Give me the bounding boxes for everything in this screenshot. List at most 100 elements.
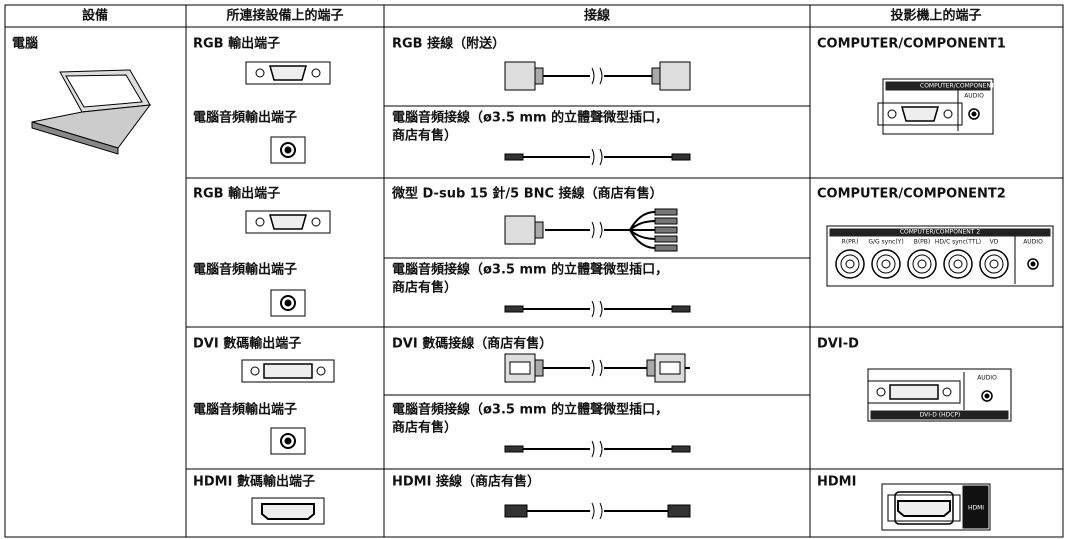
shape bbox=[504, 305, 524, 313]
shape bbox=[943, 249, 973, 279]
shape bbox=[989, 259, 999, 269]
laptop bbox=[65, 74, 143, 108]
shape bbox=[962, 485, 989, 529]
break bbox=[591, 300, 603, 318]
cable-label: RGB 接線（附送） bbox=[392, 36, 505, 52]
shape bbox=[984, 254, 1004, 274]
port-label: DVI 數碼輸出端子 bbox=[193, 336, 301, 352]
shape bbox=[4, 4, 1064, 538]
shape bbox=[984, 393, 990, 399]
shape bbox=[270, 136, 306, 164]
shape bbox=[671, 305, 691, 313]
shape bbox=[887, 109, 897, 119]
shape bbox=[284, 437, 292, 445]
shape bbox=[659, 61, 691, 91]
shape bbox=[845, 259, 855, 269]
shape bbox=[241, 359, 335, 383]
shape bbox=[867, 380, 961, 404]
shape bbox=[667, 504, 691, 518]
shape bbox=[646, 359, 656, 377]
wire bbox=[629, 211, 656, 231]
panel-label: VD bbox=[990, 239, 999, 246]
cable-label: 電腦音頻接線（ø3.5 mm 的立體聲微型插口， bbox=[392, 402, 668, 418]
shape bbox=[251, 497, 325, 525]
shape bbox=[270, 427, 306, 455]
panel-label: B(PB) bbox=[914, 239, 931, 246]
break bbox=[591, 359, 603, 377]
panel-label: AUDIO bbox=[1023, 239, 1043, 246]
shape bbox=[968, 108, 980, 120]
shape bbox=[885, 81, 991, 91]
panel-label: AUDIO bbox=[977, 375, 997, 382]
panel-label: HDMI bbox=[968, 505, 984, 512]
shape bbox=[311, 68, 321, 78]
shape bbox=[316, 366, 326, 376]
projector-port: DVI-D bbox=[817, 337, 859, 352]
shape bbox=[504, 61, 536, 91]
shape bbox=[263, 363, 313, 379]
shape bbox=[280, 295, 296, 311]
shape bbox=[881, 259, 891, 269]
break bbox=[591, 67, 603, 85]
shape bbox=[245, 61, 331, 85]
port bbox=[269, 65, 307, 81]
shape bbox=[255, 217, 265, 227]
shape bbox=[971, 111, 977, 117]
shape bbox=[942, 387, 952, 397]
port bbox=[269, 214, 307, 230]
shape bbox=[981, 390, 993, 402]
cable-label: 商店有售） bbox=[392, 128, 457, 144]
shape bbox=[250, 366, 260, 376]
shape bbox=[654, 217, 678, 225]
shape bbox=[877, 102, 963, 126]
break bbox=[591, 148, 603, 166]
shape bbox=[870, 410, 1009, 420]
port-label: RGB 輸出端子 bbox=[193, 186, 280, 202]
port-label: 電腦音頻輸出端子 bbox=[193, 402, 297, 418]
panel-label: COMPUTER/COMPONENT 2 bbox=[900, 229, 981, 236]
shape bbox=[509, 361, 531, 375]
shape bbox=[840, 254, 860, 274]
panel-label: COMPUTER/COMPONENT 1 bbox=[920, 83, 1001, 90]
cable-label: 微型 D-sub 15 針/5 BNC 接線（商店有售） bbox=[391, 186, 663, 202]
shape bbox=[534, 67, 544, 85]
shape bbox=[654, 244, 678, 252]
shape bbox=[504, 504, 528, 518]
cable-label: HDMI 接線（商店有售） bbox=[392, 474, 540, 490]
port-label: 電腦音頻輸出端子 bbox=[193, 262, 297, 278]
shape bbox=[504, 153, 524, 161]
projector-port: COMPUTER/COMPONENT1 bbox=[817, 37, 1006, 52]
shape bbox=[671, 153, 691, 161]
shape bbox=[979, 249, 1009, 279]
shape bbox=[881, 483, 991, 531]
shape bbox=[654, 208, 678, 216]
shape bbox=[826, 225, 1054, 287]
port-label: HDMI 數碼輸出端子 bbox=[193, 474, 315, 490]
break bbox=[591, 440, 603, 458]
shape bbox=[280, 142, 296, 158]
laptop bbox=[31, 121, 119, 155]
shape bbox=[917, 259, 927, 269]
panel-label: HD/C sync(TTL) bbox=[935, 239, 981, 246]
projector-port: COMPUTER/COMPONENT2 bbox=[817, 187, 1006, 202]
shape bbox=[280, 433, 296, 449]
shape bbox=[1027, 258, 1039, 270]
port bbox=[901, 106, 939, 122]
cable-label: 商店有售） bbox=[392, 420, 457, 436]
shape bbox=[876, 254, 896, 274]
break bbox=[591, 502, 603, 520]
shape bbox=[504, 215, 536, 245]
shape bbox=[671, 445, 691, 453]
wire bbox=[629, 220, 656, 231]
shape bbox=[1030, 261, 1036, 267]
shape bbox=[876, 387, 886, 397]
device-name: 電腦 bbox=[12, 36, 38, 52]
shape bbox=[882, 78, 994, 135]
shape bbox=[912, 254, 932, 274]
shape bbox=[943, 109, 953, 119]
shape bbox=[245, 210, 331, 234]
shape bbox=[953, 259, 963, 269]
shape bbox=[654, 235, 678, 243]
header-cell: 設備 bbox=[82, 8, 108, 24]
